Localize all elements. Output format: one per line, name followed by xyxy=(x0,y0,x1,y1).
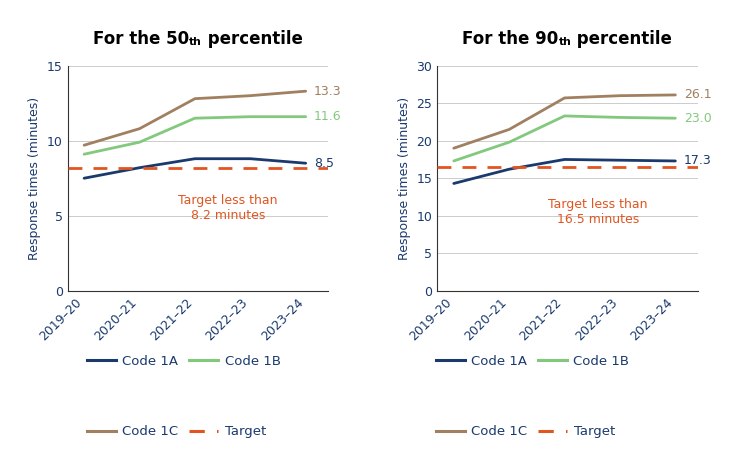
Text: For the 50: For the 50 xyxy=(93,30,189,48)
Legend: Code 1A, Code 1B: Code 1A, Code 1B xyxy=(430,350,634,373)
Text: th: th xyxy=(189,37,202,46)
Text: 11.6: 11.6 xyxy=(314,110,341,123)
Text: 17.3: 17.3 xyxy=(684,154,712,167)
Text: percentile: percentile xyxy=(572,30,672,48)
Text: For the 90: For the 90 xyxy=(462,30,559,48)
Y-axis label: Response times (minutes): Response times (minutes) xyxy=(28,97,41,260)
Legend: Code 1C, Target: Code 1C, Target xyxy=(82,420,272,444)
Y-axis label: Response times (minutes): Response times (minutes) xyxy=(398,97,411,260)
Text: Target less than
8.2 minutes: Target less than 8.2 minutes xyxy=(178,194,278,222)
Legend: Code 1C, Target: Code 1C, Target xyxy=(430,420,620,444)
Legend: Code 1A, Code 1B: Code 1A, Code 1B xyxy=(82,350,286,373)
Text: 8.5: 8.5 xyxy=(314,157,334,170)
Text: 13.3: 13.3 xyxy=(314,85,341,98)
Text: Target less than
16.5 minutes: Target less than 16.5 minutes xyxy=(548,198,647,226)
Text: th: th xyxy=(559,37,572,46)
Text: percentile: percentile xyxy=(202,30,302,48)
Text: 23.0: 23.0 xyxy=(684,112,712,125)
Text: 26.1: 26.1 xyxy=(684,89,711,101)
